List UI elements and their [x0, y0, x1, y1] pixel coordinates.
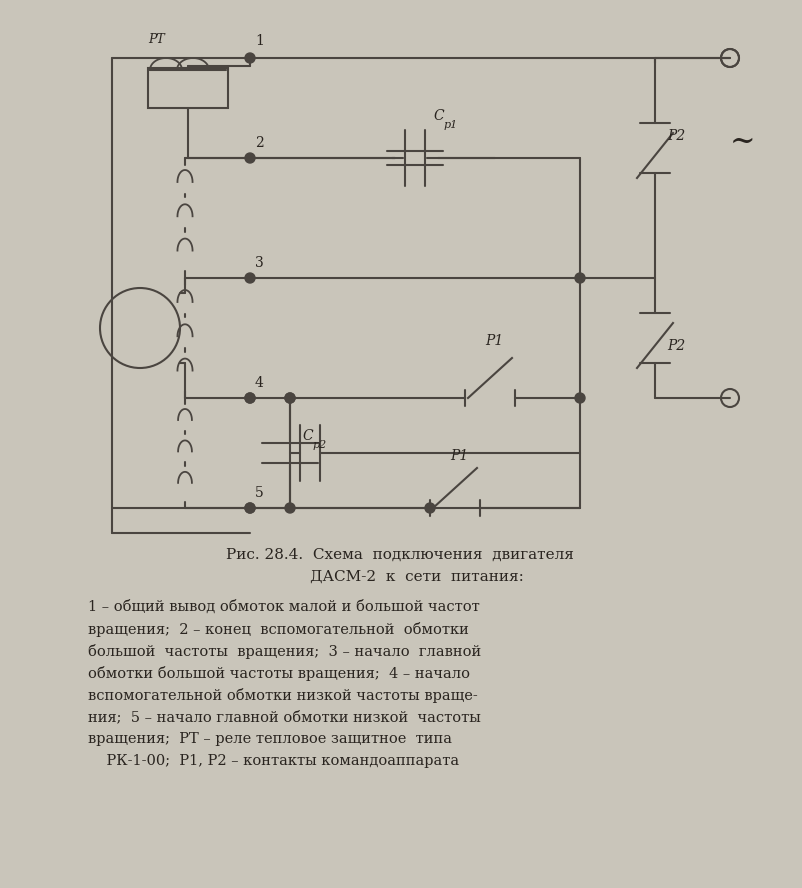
Circle shape	[285, 393, 295, 403]
Circle shape	[285, 503, 295, 513]
Text: Р1: Р1	[450, 449, 468, 463]
Text: 4: 4	[255, 376, 264, 390]
Text: 1 – общий вывод обмоток малой и большой частот: 1 – общий вывод обмоток малой и большой …	[88, 600, 480, 614]
Bar	[148, 68, 228, 108]
Text: вращения;  РТ – реле тепловое защитное  типа: вращения; РТ – реле тепловое защитное ти…	[88, 732, 452, 746]
Circle shape	[245, 503, 255, 513]
Text: С: С	[302, 429, 313, 443]
Text: РК-1-00;  Р1, Р2 – контакты командоаппарата: РК-1-00; Р1, Р2 – контакты командоаппара…	[88, 754, 459, 768]
Text: Р2: Р2	[667, 339, 685, 353]
Circle shape	[425, 503, 435, 513]
Circle shape	[245, 503, 255, 513]
Text: вспомогательной обмотки низкой частоты враще-: вспомогательной обмотки низкой частоты в…	[88, 688, 478, 703]
Text: РТ: РТ	[148, 33, 164, 46]
Text: р1: р1	[444, 120, 458, 130]
Circle shape	[245, 393, 255, 403]
Text: Р1: Р1	[485, 334, 503, 348]
Text: 1: 1	[255, 34, 264, 48]
Text: Рис. 28.4.  Схема  подключения  двигателя: Рис. 28.4. Схема подключения двигателя	[226, 548, 574, 562]
Text: 5: 5	[255, 486, 264, 500]
Circle shape	[575, 393, 585, 403]
Text: вращения;  2 – конец  вспомогательной  обмотки: вращения; 2 – конец вспомогательной обмо…	[88, 622, 469, 637]
Text: р2: р2	[313, 440, 327, 450]
Text: ния;  5 – начало главной обмотки низкой  частоты: ния; 5 – начало главной обмотки низкой ч…	[88, 710, 481, 724]
Text: ДАСМ-2  к  сети  питания:: ДАСМ-2 к сети питания:	[276, 570, 524, 584]
Text: большой  частоты  вращения;  3 – начало  главной: большой частоты вращения; 3 – начало гла…	[88, 644, 481, 659]
Text: Р2: Р2	[667, 129, 685, 143]
Text: ~: ~	[730, 127, 755, 158]
Circle shape	[245, 153, 255, 163]
Circle shape	[575, 273, 585, 283]
Circle shape	[285, 393, 295, 403]
Text: С: С	[433, 109, 444, 123]
Circle shape	[245, 53, 255, 63]
Text: 2: 2	[255, 136, 264, 150]
Text: обмотки большой частоты вращения;  4 – начало: обмотки большой частоты вращения; 4 – на…	[88, 666, 470, 681]
Text: 3: 3	[255, 256, 264, 270]
Circle shape	[245, 273, 255, 283]
Circle shape	[245, 393, 255, 403]
